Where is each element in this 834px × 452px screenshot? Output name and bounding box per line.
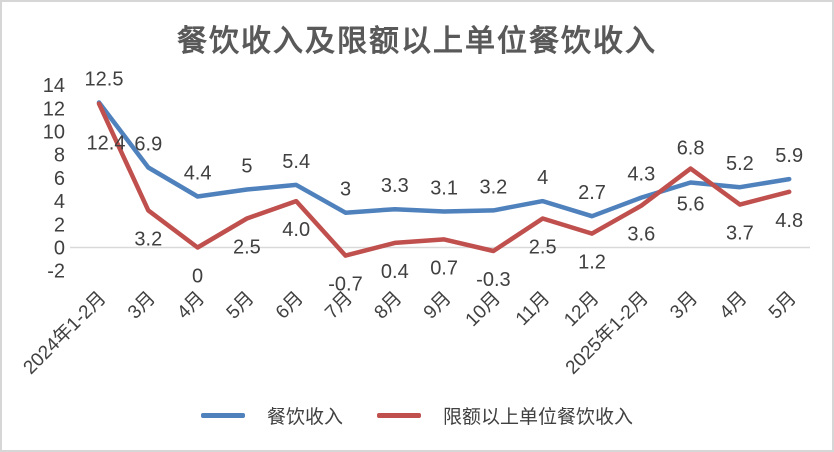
data-label: 4.0: [282, 219, 310, 241]
data-label: 3.3: [381, 175, 409, 197]
data-label: 12.5: [85, 69, 124, 91]
data-label: 2.5: [529, 237, 557, 259]
data-label: 0.7: [430, 257, 458, 279]
blue-line-swatch-icon: [200, 413, 245, 418]
legend-label-catering-revenue: 餐饮收入: [266, 407, 343, 428]
x-axis-category-label: 2024年1-2月: [19, 287, 111, 379]
data-label: 0.4: [381, 261, 409, 283]
x-axis-category-label: 4月: [716, 288, 752, 324]
x-axis-category-label: 3月: [666, 288, 702, 324]
data-label: 12.4: [87, 133, 126, 155]
x-axis-category-label: 11月: [512, 288, 554, 330]
data-label: 2.5: [233, 237, 261, 259]
red-series-line: [96, 101, 792, 258]
data-label: 2.7: [578, 182, 606, 204]
data-label: 4.3: [627, 164, 655, 186]
data-label: 5.9: [775, 145, 803, 167]
x-axis-category-label: 4月: [173, 288, 209, 324]
data-label: 4.4: [184, 163, 212, 185]
data-label: 3.1: [430, 178, 458, 200]
legend: 餐饮收入 限额以上单位餐饮收入: [2, 402, 832, 429]
data-label: 3.2: [479, 176, 507, 198]
y-axis-tick-label: 0: [54, 238, 65, 260]
data-label: -0.7: [328, 274, 362, 296]
data-label: 1.2: [578, 252, 606, 274]
legend-item-above-limit-revenue: 限额以上单位餐饮收入: [377, 402, 633, 429]
data-label: 4.8: [775, 210, 803, 232]
y-axis-tick-label: 10: [43, 122, 65, 144]
data-label: 4: [537, 167, 548, 189]
x-axis-category-label: 12月: [560, 288, 603, 331]
x-axis-category-label: 5月: [223, 288, 259, 324]
data-label: 0: [192, 266, 203, 288]
y-axis-tick-label: 14: [43, 75, 65, 97]
data-label: 6.9: [134, 134, 162, 156]
x-axis-category-label: 5月: [765, 288, 801, 324]
y-axis-tick-label: 2: [54, 214, 65, 236]
data-label: 5: [241, 156, 252, 178]
red-line-swatch-icon: [377, 413, 421, 418]
data-label: 3.2: [134, 228, 162, 250]
blue-series-line: [96, 100, 792, 219]
legend-item-catering-revenue: 餐饮收入: [200, 402, 343, 429]
data-label: 3: [340, 179, 351, 201]
legend-label-above-limit-revenue: 限额以上单位餐饮收入: [443, 407, 634, 428]
data-label: 5.4: [282, 151, 310, 173]
y-axis-tick-label: 6: [54, 168, 65, 190]
x-axis-category-label: 8月: [371, 288, 407, 324]
y-axis-tick-label: 12: [43, 98, 65, 120]
chart-title: 餐饮收入及限额以上单位餐饮收入: [177, 25, 657, 58]
x-axis-category-label: 10月: [462, 288, 505, 331]
data-label: 6.8: [677, 138, 705, 160]
y-axis-tick-label: -2: [47, 261, 65, 283]
x-axis-category-label: 6月: [272, 288, 308, 324]
data-label: 3.6: [627, 224, 655, 246]
y-axis-tick-label: 4: [54, 191, 65, 213]
data-label: 5.6: [677, 194, 705, 216]
x-axis-category-label: 3月: [124, 288, 160, 324]
y-axis-tick-label: 8: [54, 145, 65, 167]
x-axis-category-label: 9月: [420, 288, 456, 324]
data-label: 3.7: [726, 223, 754, 245]
data-label: -0.3: [476, 269, 510, 291]
data-label: 5.2: [726, 153, 754, 175]
